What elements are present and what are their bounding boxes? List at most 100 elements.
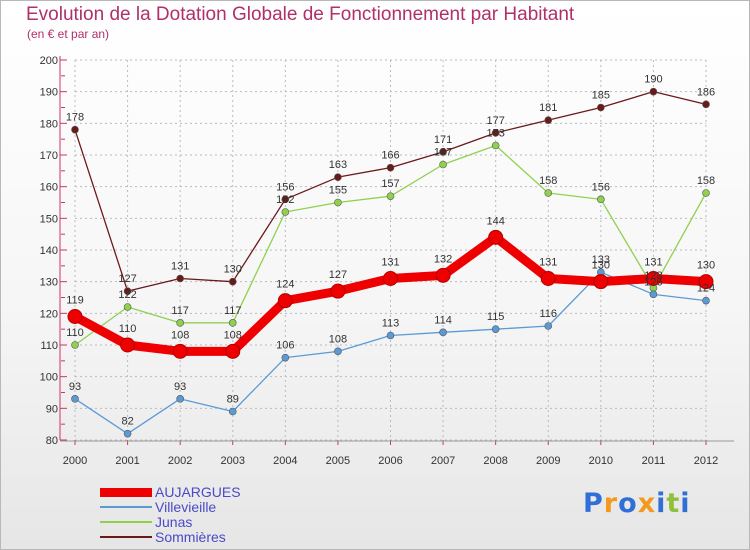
- legend-swatch-sommieres: [100, 536, 152, 538]
- point-aujargues-2010: [593, 274, 609, 290]
- data-label-sommieres-2012: 186: [697, 86, 715, 98]
- data-label-villevieille-2000: 93: [69, 381, 81, 393]
- data-label-sommieres-2006: 166: [381, 150, 399, 162]
- legend-label-sommieres: Sommières: [155, 529, 226, 545]
- x-tick-label-2001: 2001: [115, 455, 139, 467]
- data-labels: 178 127 131 130 156 163 166 171 177 181 185 190 186 1…: [66, 74, 715, 428]
- x-tick-label-2007: 2007: [431, 455, 455, 467]
- legend-label-villevieille: Villevieille: [155, 499, 217, 515]
- point-junas-2008: [491, 141, 500, 150]
- y-tick-label-140: 140: [40, 245, 58, 257]
- data-label-junas-2012: 158: [697, 175, 715, 187]
- data-label-villevieille-2007: 114: [434, 314, 452, 326]
- point-aujargues-2001: [120, 337, 136, 353]
- data-label-sommieres-2008: 177: [486, 115, 504, 127]
- y-tick-label-90: 90: [46, 403, 58, 415]
- data-label-villevieille-2009: 116: [539, 308, 557, 320]
- point-aujargues-2009: [540, 271, 556, 286]
- data-label-sommieres-2007: 171: [434, 134, 452, 146]
- x-tick-label-2006: 2006: [378, 455, 402, 467]
- point-junas-2004: [281, 208, 290, 216]
- legend-label-aujargues: AUJARGUES: [155, 484, 241, 500]
- point-villevieille-2007: [439, 328, 447, 337]
- data-label-sommieres-2011: 190: [644, 74, 662, 86]
- x-tick-label-2012: 2012: [694, 455, 718, 467]
- data-label-sommieres-2001: 127: [118, 273, 136, 285]
- data-label-villevieille-2008: 115: [487, 311, 505, 323]
- legend-swatch-aujargues: [100, 487, 152, 497]
- point-aujargues-2008: [488, 229, 504, 245]
- point-sommieres-2001: [123, 287, 132, 295]
- point-sommieres-2011: [649, 87, 658, 96]
- point-junas-2001: [123, 303, 132, 311]
- point-villevieille-2005: [334, 347, 342, 356]
- data-label-aujargues-2003: 108: [224, 329, 242, 341]
- data-label-junas-2001: 122: [118, 289, 136, 301]
- data-label-aujargues-2009: 131: [539, 257, 557, 269]
- proxiti-logo: Proxiti: [583, 488, 691, 519]
- point-aujargues-2003: [225, 343, 241, 359]
- data-label-junas-2006: 157: [381, 178, 399, 190]
- data-label-aujargues-2007: 132: [434, 253, 452, 265]
- y-tick-label-160: 160: [40, 182, 58, 194]
- point-junas-2006: [386, 192, 395, 200]
- data-label-sommieres-2005: 163: [329, 159, 347, 171]
- data-label-villevieille-2012: 124: [697, 283, 715, 295]
- data-label-junas-2007: 167: [434, 147, 452, 159]
- data-label-villevieille-2010: 133: [592, 254, 610, 266]
- point-junas-2009: [544, 189, 553, 197]
- chart-title: Evolution de la Dotation Globale de Fonc…: [26, 4, 575, 25]
- data-label-villevieille-2001: 82: [121, 416, 133, 428]
- legend-label-junas: Junas: [155, 514, 193, 530]
- point-sommieres-2007: [439, 148, 447, 156]
- logo-letter: i: [680, 488, 691, 519]
- data-label-aujargues-2008: 144: [486, 215, 504, 227]
- point-junas-2003: [228, 319, 237, 327]
- data-label-aujargues-2004: 124: [276, 279, 294, 291]
- y-tick-label-120: 120: [40, 308, 58, 320]
- data-label-junas-2002: 117: [171, 305, 189, 317]
- x-tick-label-2000: 2000: [63, 455, 87, 467]
- point-villevieille-2003: [228, 407, 237, 416]
- data-label-sommieres-2003: 130: [224, 264, 242, 276]
- x-tick-label-2002: 2002: [168, 455, 192, 467]
- point-sommieres-2000: [71, 125, 79, 134]
- data-label-junas-2009: 158: [539, 175, 557, 187]
- point-villevieille-2002: [176, 395, 184, 403]
- point-junas-2012: [702, 189, 710, 197]
- data-label-sommieres-2010: 185: [592, 90, 610, 102]
- gridlines: [74, 59, 707, 441]
- data-label-sommieres-2002: 131: [171, 261, 189, 273]
- logo-letter: x: [637, 488, 657, 519]
- point-villevieille-2011: [649, 290, 658, 299]
- data-label-junas-2000: 110: [66, 327, 84, 339]
- x-tick-label-2004: 2004: [273, 455, 297, 467]
- point-junas-2007: [439, 160, 447, 169]
- point-junas-2010: [597, 195, 605, 204]
- x-tick-label-2003: 2003: [221, 455, 245, 467]
- series-lines: [67, 87, 714, 438]
- data-label-junas-2008: 173: [486, 128, 504, 140]
- y-tick-label-150: 150: [40, 213, 58, 225]
- data-label-junas-2004: 152: [276, 194, 294, 206]
- y-tick-label-130: 130: [40, 277, 58, 289]
- logo-letter: r: [603, 488, 619, 519]
- data-label-villevieille-2005: 108: [329, 333, 347, 345]
- point-aujargues-2005: [330, 283, 346, 299]
- chart-subtitle: (en € et par an): [27, 27, 110, 41]
- point-sommieres-2005: [334, 173, 342, 181]
- point-villevieille-2001: [123, 429, 132, 438]
- axes: 80 90 100 110 120 130 140 150 160 170 180 190 200 200…: [40, 55, 734, 467]
- data-label-sommieres-2009: 181: [539, 102, 557, 114]
- point-aujargues-2000: [67, 309, 83, 324]
- logo-letter: P: [583, 488, 604, 519]
- point-sommieres-2008: [491, 129, 500, 137]
- point-junas-2005: [334, 198, 342, 207]
- logo-letter: i: [656, 488, 667, 519]
- data-label-aujargues-2011: 131: [644, 257, 662, 269]
- point-villevieille-2000: [71, 395, 79, 403]
- point-junas-2002: [176, 319, 184, 327]
- data-label-aujargues-2012: 130: [697, 260, 715, 272]
- point-aujargues-2007: [435, 267, 451, 283]
